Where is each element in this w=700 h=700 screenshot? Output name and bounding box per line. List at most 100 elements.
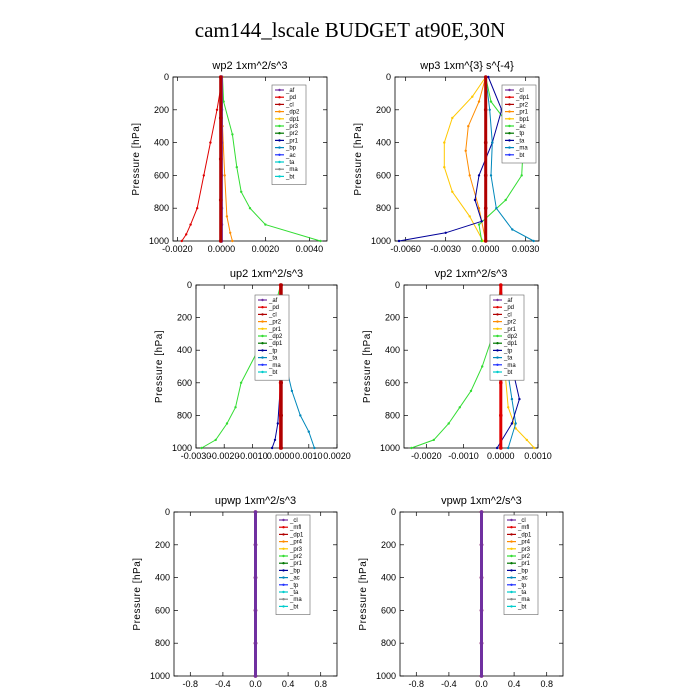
data-point [518,397,521,401]
legend-label: _pr2 [503,320,517,326]
panel-title: wp3 1xm^{3} s^{-4} [419,60,514,72]
legend-marker [496,370,499,374]
legend-marker [496,363,499,366]
panel-4: vp2 1xm^2/s^3 Pressure [hPa] 0 200 400 600 800… [362,268,552,461]
legend-label: _mfl [517,525,529,531]
x-tick-label: -0.4 [215,679,231,689]
legend-marker [282,533,285,536]
data-point [467,125,470,128]
legend-marker [510,526,513,529]
legend-marker [278,139,281,142]
legend-label: _dp1 [268,341,283,347]
plot-frame [172,76,328,242]
legend-label: _cl [289,518,298,524]
y-axis-label: Pressure [hPa] [154,330,165,403]
data-point [511,228,514,231]
y-axis-label: Pressure [hPa] [132,557,143,630]
data-point [510,422,514,425]
legend-marker [508,139,511,142]
legend-label: _pr3 [289,547,303,553]
y-tick-label: 800 [154,203,169,213]
data-point [495,446,499,450]
data-point [432,438,435,442]
legend-marker [261,298,264,302]
panel-title: up2 1xm^2/s^3 [230,268,303,280]
legend-marker [278,146,281,149]
data-point [514,427,517,430]
data-point [253,674,258,678]
data-point [473,198,477,202]
data-point [491,141,494,144]
x-tick-label: 0.0000 [487,451,515,461]
panel-6: vpwp 1xm^2/s^3 Pressure [hPa] 0 200 400 600 80… [358,495,564,689]
legend-marker [510,605,513,608]
legend-label: _ta [285,160,295,166]
legend-label: _bt [285,174,295,180]
legend-label: _af [285,88,295,94]
y-tick-label: 800 [155,638,170,648]
y-axis-label: Pressure [hPa] [358,557,369,630]
legend-box [271,84,307,185]
data-point [276,422,279,425]
legend-marker [496,356,499,359]
legend-box [489,294,525,381]
legend-label: _ac [517,576,528,582]
legend-marker [282,518,285,522]
legend-label: _dp1 [503,341,518,347]
data-point [218,157,223,161]
legend-marker [261,306,264,309]
legend-label: _pr2 [268,320,282,326]
x-tick-label: -0.0010 [448,451,479,461]
data-point [180,239,183,243]
legend-label: _tp [517,583,527,589]
x-tick-label: 0.0000 [208,244,236,254]
legend-box [503,514,539,615]
panel-title: vpwp 1xm^2/s^3 [441,495,522,507]
data-point [218,116,223,120]
data-point [223,174,226,177]
legend-marker [261,342,264,345]
data-point [451,190,454,193]
data-point [279,283,284,287]
legend-marker [282,598,285,601]
data-point [451,116,454,120]
y-tick-label: 1000 [150,671,170,681]
legend-label: _ta [515,138,525,144]
x-tick-label: 0.0030 [512,244,540,254]
legend-marker [282,590,285,594]
x-tick-label: -0.0020 [162,244,193,254]
legend-marker [261,327,264,330]
legend-marker [508,110,511,113]
data-point [469,389,473,393]
y-tick-label: 1000 [172,443,192,453]
legend-marker [496,313,499,316]
legend-label: _af [503,298,513,304]
data-point [248,207,252,210]
y-tick-label: 800 [376,203,391,213]
legend-marker [496,327,499,330]
legend-marker [278,132,281,135]
y-tick-label: 800 [177,410,192,420]
legend-label: _ma [289,597,302,603]
legend-marker [510,540,513,543]
data-point [253,543,258,547]
legend-label: _ta [517,590,527,596]
legend-marker [510,598,513,601]
legend-label: _dp2 [503,334,518,340]
legend-marker [508,132,511,135]
data-point [443,141,446,144]
legend-label: _pd [503,305,514,311]
legend-marker [508,103,511,106]
data-point [200,446,203,450]
data-point [273,438,277,442]
legend-label: _bt [268,370,278,376]
data-point [471,95,474,98]
data-point [483,239,488,243]
legend-label: _pr4 [517,540,531,546]
legend-marker [508,96,511,99]
data-point [479,575,484,580]
y-tick-label: 200 [381,540,396,550]
legend-label: _tp [289,583,299,589]
legend-marker [496,320,499,323]
